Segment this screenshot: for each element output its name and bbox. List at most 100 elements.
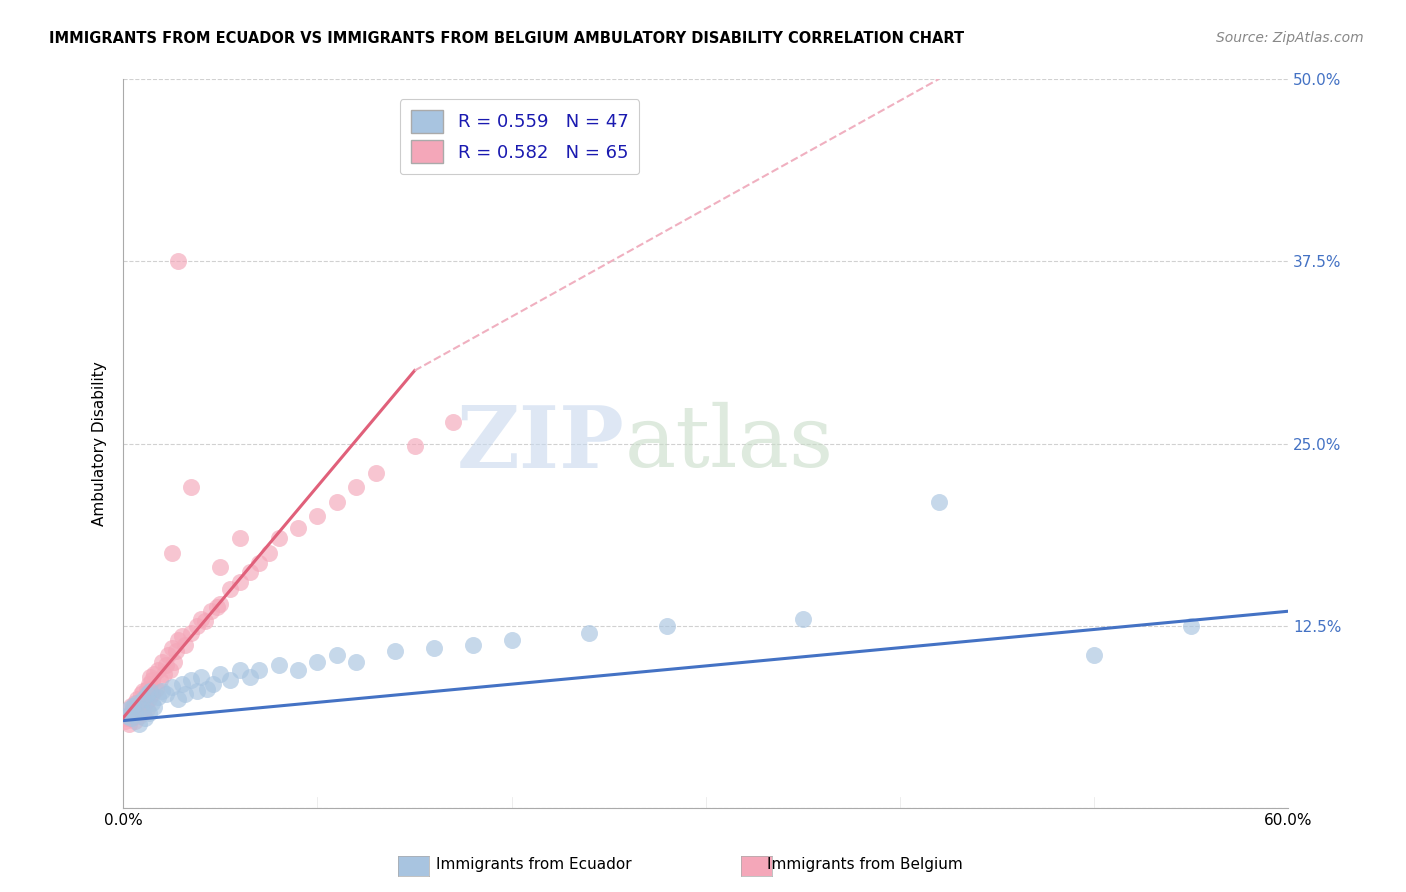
Point — [166, 254, 188, 268]
Point — [128, 702, 150, 716]
Point — [219, 582, 242, 597]
Point — [135, 702, 157, 716]
Point — [287, 663, 309, 677]
Point — [174, 687, 197, 701]
Point — [195, 681, 218, 696]
Point — [124, 696, 146, 710]
Point — [132, 684, 155, 698]
Point — [160, 546, 183, 560]
Point — [307, 509, 329, 524]
Point — [132, 706, 155, 721]
Legend: R = 0.559   N = 47, R = 0.582   N = 65: R = 0.559 N = 47, R = 0.582 N = 65 — [399, 99, 640, 174]
Point — [153, 667, 176, 681]
Point — [1180, 619, 1202, 633]
Point — [267, 531, 290, 545]
Point — [423, 640, 446, 655]
Point — [344, 480, 367, 494]
Point — [247, 663, 270, 677]
Point — [229, 575, 252, 590]
Text: Source: ZipAtlas.com: Source: ZipAtlas.com — [1216, 31, 1364, 45]
Point — [120, 698, 142, 713]
Text: ZIP: ZIP — [457, 401, 624, 485]
Point — [326, 495, 349, 509]
Point — [364, 466, 387, 480]
Point — [138, 706, 160, 721]
Point — [115, 711, 138, 725]
Point — [129, 698, 152, 713]
Point — [139, 670, 162, 684]
Point — [160, 640, 183, 655]
Text: IMMIGRANTS FROM ECUADOR VS IMMIGRANTS FROM BELGIUM AMBULATORY DISABILITY CORRELA: IMMIGRANTS FROM ECUADOR VS IMMIGRANTS FR… — [49, 31, 965, 46]
Y-axis label: Ambulatory Disability: Ambulatory Disability — [93, 361, 107, 526]
Point — [155, 687, 177, 701]
Point — [141, 687, 163, 701]
Point — [134, 696, 156, 710]
Point — [166, 691, 188, 706]
Point — [165, 643, 187, 657]
Point — [344, 655, 367, 669]
Point — [149, 673, 172, 687]
Point — [145, 681, 167, 696]
Point — [120, 711, 142, 725]
Point — [201, 677, 224, 691]
Text: Immigrants from Ecuador: Immigrants from Ecuador — [436, 857, 633, 872]
Point — [186, 619, 208, 633]
Point — [180, 673, 202, 687]
Point — [166, 633, 188, 648]
Point — [190, 611, 212, 625]
Point — [792, 611, 814, 625]
Point — [200, 604, 222, 618]
Point — [238, 565, 260, 579]
Point — [257, 546, 280, 560]
Point — [138, 677, 160, 691]
Point — [150, 684, 173, 698]
Point — [287, 521, 309, 535]
Point — [122, 709, 145, 723]
Point — [160, 680, 183, 694]
Text: atlas: atlas — [624, 402, 834, 485]
Point — [229, 663, 252, 677]
Point — [118, 716, 141, 731]
Point — [129, 687, 152, 701]
Point — [122, 698, 145, 713]
Point — [205, 599, 228, 614]
Point — [238, 670, 260, 684]
Point — [441, 415, 464, 429]
Point — [180, 626, 202, 640]
Point — [118, 702, 141, 716]
Point — [307, 655, 329, 669]
Point — [170, 677, 193, 691]
Point — [125, 696, 148, 710]
Point — [148, 690, 170, 705]
Point — [135, 681, 157, 696]
Point — [139, 684, 162, 698]
Point — [143, 667, 166, 681]
Point — [326, 648, 349, 662]
Point — [155, 658, 177, 673]
Point — [404, 439, 426, 453]
Point — [928, 495, 950, 509]
Point — [129, 702, 152, 716]
Point — [124, 714, 146, 728]
Point — [128, 709, 150, 723]
Point — [267, 658, 290, 673]
Point — [134, 711, 156, 725]
Point — [128, 716, 150, 731]
Point — [141, 673, 163, 687]
Point — [148, 663, 170, 677]
Point — [159, 663, 181, 677]
Point — [209, 667, 232, 681]
Point — [138, 691, 160, 706]
Point — [170, 629, 193, 643]
Point — [122, 702, 145, 716]
Point — [132, 691, 155, 706]
Point — [163, 655, 186, 669]
Point — [219, 673, 242, 687]
Point — [1083, 648, 1105, 662]
Point — [194, 615, 217, 629]
Point — [125, 691, 148, 706]
Point — [180, 480, 202, 494]
Point — [143, 700, 166, 714]
Point — [156, 648, 179, 662]
Point — [461, 638, 484, 652]
